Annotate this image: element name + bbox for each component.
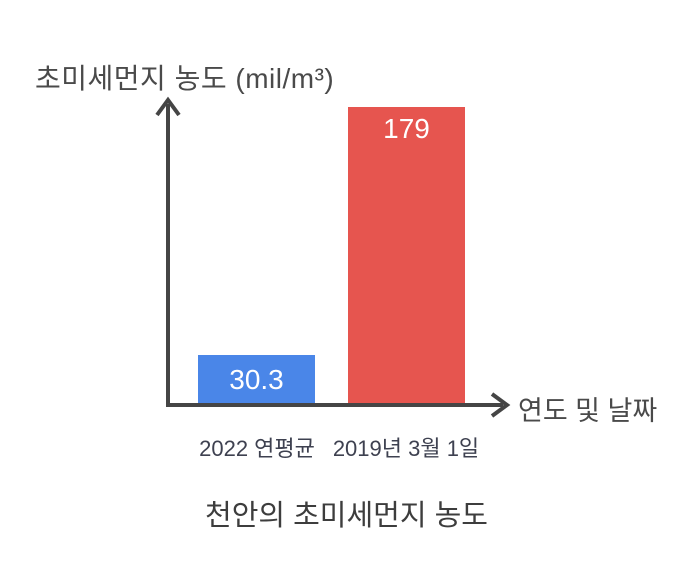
chart-title: 천안의 초미세먼지 농도 [205, 500, 488, 532]
bar-value-label-2022: 30.3 [229, 363, 284, 395]
bar-2019-march-1: 179 [348, 107, 465, 405]
x-axis-label: 연도 및 날짜 [518, 396, 658, 426]
y-axis-line [155, 96, 181, 405]
category-label-2019: 2019년 3월 1일 [332, 436, 480, 461]
bar-value-label-2019: 179 [383, 113, 430, 144]
y-axis-label: 초미세먼지 농도 (mil/m³) [35, 63, 335, 94]
bar-2022-annual-average: 30.3 [198, 355, 315, 405]
category-label-2022: 2022 연평균 [199, 436, 315, 461]
